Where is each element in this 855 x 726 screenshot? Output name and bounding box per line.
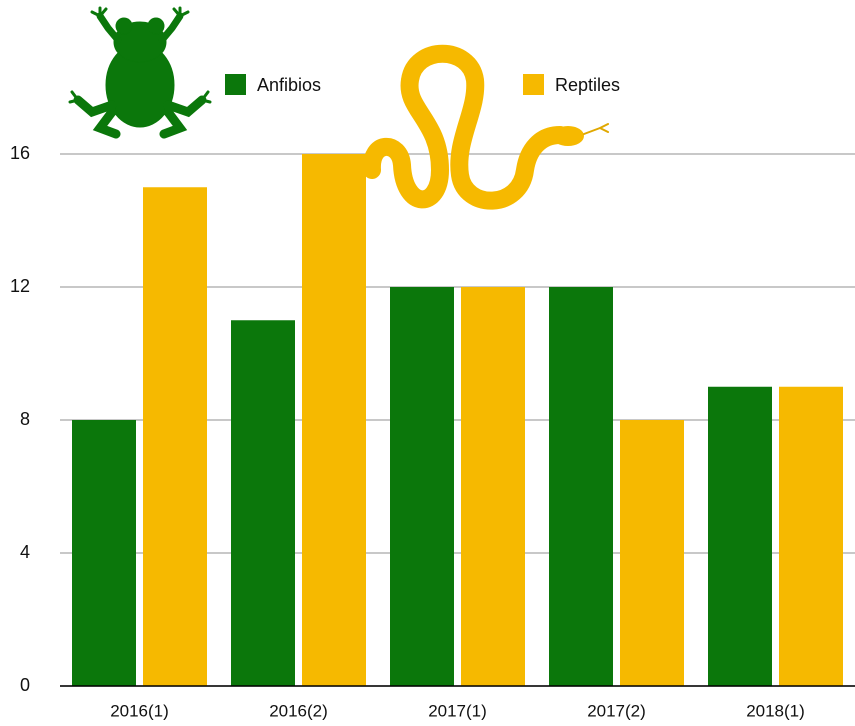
legend-swatch [225,74,246,95]
y-tick-label: 0 [20,675,30,695]
bar [72,420,136,686]
bar [620,420,684,686]
plot-area: 0 4 8 12 16 2016(1) 2016(2) 2017(1) 2017(2) 2018(… [10,143,855,720]
x-tick-label: 2016(2) [269,701,328,720]
bar [461,287,525,686]
x-tick-label: 2017(2) [587,701,646,720]
legend-label: Reptiles [555,75,620,95]
bar [549,287,613,686]
y-tick-label: 4 [20,542,30,562]
x-tick-label: 2017(1) [428,701,487,720]
bar [143,187,207,686]
bar [302,154,366,686]
x-tick-label: 2018(1) [746,701,805,720]
bar [708,386,772,686]
legend-label: Anfibios [257,75,321,95]
bar [231,320,295,686]
frog-icon [68,6,212,139]
bar [390,287,454,686]
x-tick-label: 2016(1) [110,701,169,720]
y-tick-label: 16 [10,143,30,163]
snake-icon [363,44,609,210]
y-tick-label: 8 [20,409,30,429]
y-tick-label: 12 [10,276,30,296]
bar [779,386,843,686]
legend-swatch [523,74,544,95]
